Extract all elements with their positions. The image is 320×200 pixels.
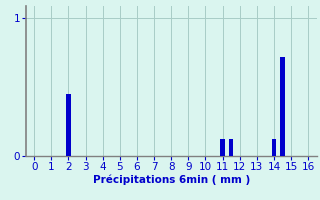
Bar — [66, 94, 71, 156]
X-axis label: Précipitations 6min ( mm ): Précipitations 6min ( mm ) — [92, 174, 250, 185]
Bar — [229, 139, 233, 156]
Bar — [280, 57, 285, 156]
Bar — [220, 139, 225, 156]
Bar — [272, 139, 276, 156]
